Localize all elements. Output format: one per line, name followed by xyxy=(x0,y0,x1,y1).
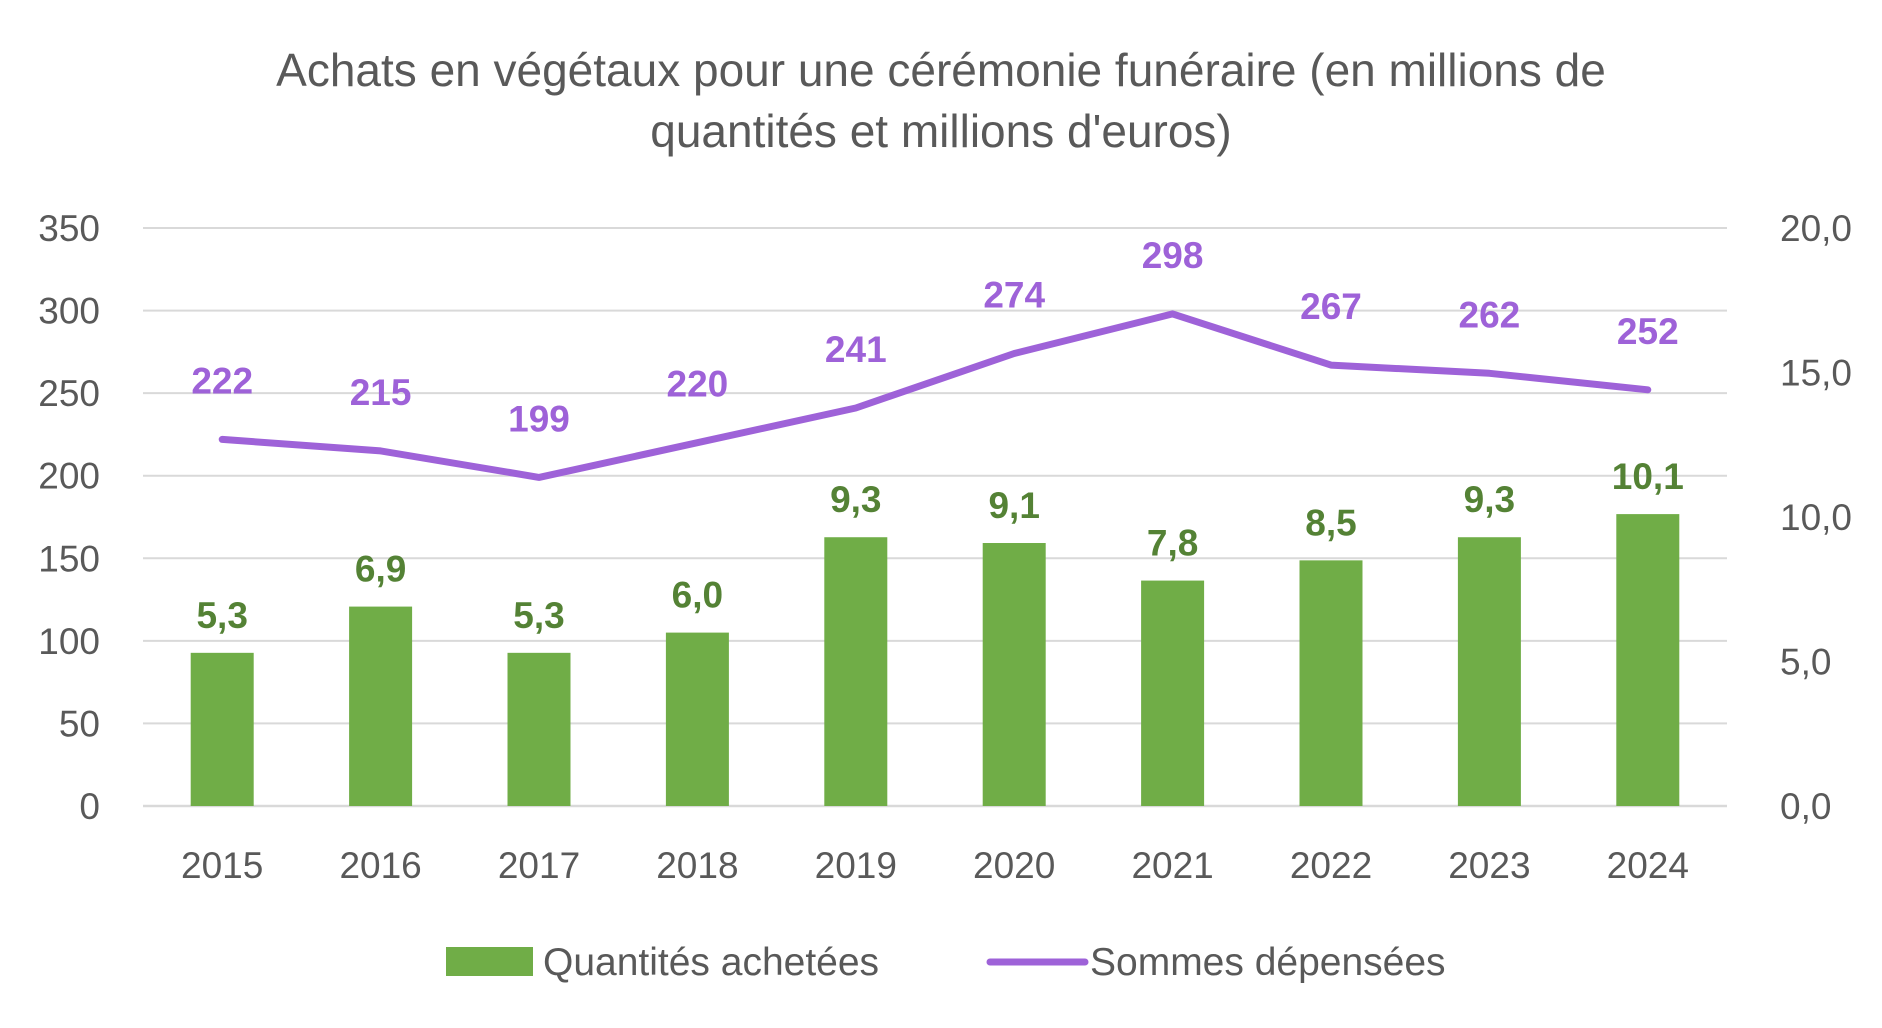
bar-label-2021: 7,8 xyxy=(1147,523,1198,564)
bar-2015 xyxy=(190,652,254,806)
bar-label-2017: 5,3 xyxy=(513,595,564,636)
y-left-tick-label: 350 xyxy=(38,208,100,249)
x-tick-label-2019: 2019 xyxy=(815,845,897,886)
x-tick-label-2021: 2021 xyxy=(1131,845,1213,886)
y-right-tick-label: 15,0 xyxy=(1780,353,1852,394)
line-label-2018: 220 xyxy=(667,364,729,405)
x-tick-label-2022: 2022 xyxy=(1290,845,1372,886)
bar-2021 xyxy=(1141,580,1205,806)
x-tick-label-2023: 2023 xyxy=(1448,845,1530,886)
line-label-2021: 298 xyxy=(1142,235,1204,276)
y-right-tick-label: 5,0 xyxy=(1780,642,1831,683)
bar-label-2015: 5,3 xyxy=(196,595,247,636)
legend-label-sommes: Sommes dépensées xyxy=(1090,941,1446,984)
data-labels: 5,3 6,9 5,3 6,0 9,3 9,1 7,8 8,5 9,3 10,1 222 215 199… xyxy=(191,235,1683,636)
chart-title: Achats en végétaux pour une cérémonie fu… xyxy=(276,44,1606,157)
bar-2023 xyxy=(1457,537,1521,806)
bar-2018 xyxy=(665,632,729,806)
axis-ticks: 0 50 100 150 200 250 300 350 0,0 5,0 10,0 15,0 20,0 2… xyxy=(38,208,1852,886)
legend: Quantités achetées Sommes dépensées xyxy=(446,941,1446,984)
bar-label-2019: 9,3 xyxy=(830,479,881,520)
bar-2020 xyxy=(982,543,1046,806)
line-label-2019: 241 xyxy=(825,329,887,370)
bar-2019 xyxy=(824,537,888,806)
line-label-2020: 274 xyxy=(983,275,1045,316)
line-sommes-depensees xyxy=(218,310,1652,481)
bar-label-2020: 9,1 xyxy=(988,485,1039,526)
line-label-2024: 252 xyxy=(1617,311,1679,352)
line-label-2017: 199 xyxy=(508,398,570,439)
bar-series xyxy=(190,514,1680,806)
x-tick-label-2015: 2015 xyxy=(181,845,263,886)
bar-label-2016: 6,9 xyxy=(355,549,406,590)
x-tick-label-2018: 2018 xyxy=(656,845,738,886)
chart-title-line-2: quantités et millions d'euros) xyxy=(650,105,1232,157)
y-left-tick-label: 200 xyxy=(38,456,100,497)
y-right-tick-label: 20,0 xyxy=(1780,208,1852,249)
chart-title-line-1: Achats en végétaux pour une cérémonie fu… xyxy=(276,44,1606,96)
x-tick-label-2017: 2017 xyxy=(498,845,580,886)
y-right-tick-label: 10,0 xyxy=(1780,497,1852,538)
bar-2016 xyxy=(349,606,413,806)
bar-2024 xyxy=(1616,514,1680,806)
bar-label-2023: 9,3 xyxy=(1464,479,1515,520)
y-left-tick-label: 300 xyxy=(38,291,100,332)
bar-label-2018: 6,0 xyxy=(672,575,723,616)
line-series xyxy=(218,310,1652,481)
x-tick-label-2024: 2024 xyxy=(1607,845,1689,886)
bar-2017 xyxy=(507,652,571,806)
x-tick-label-2016: 2016 xyxy=(339,845,421,886)
y-left-tick-label: 250 xyxy=(38,373,100,414)
y-left-tick-label: 0 xyxy=(79,786,100,827)
line-label-2016: 215 xyxy=(350,372,412,413)
legend-label-quantites: Quantités achetées xyxy=(543,941,879,984)
line-label-2015: 222 xyxy=(191,360,253,401)
bar-2022 xyxy=(1299,560,1363,806)
line-label-2022: 267 xyxy=(1300,286,1362,327)
bar-label-2024: 10,1 xyxy=(1612,456,1684,497)
bar-label-2022: 8,5 xyxy=(1305,502,1356,543)
y-left-tick-label: 100 xyxy=(38,621,100,662)
x-tick-label-2020: 2020 xyxy=(973,845,1055,886)
y-left-tick-label: 150 xyxy=(38,538,100,579)
y-right-tick-label: 0,0 xyxy=(1780,786,1831,827)
y-left-tick-label: 50 xyxy=(59,703,100,744)
legend-swatch-quantites xyxy=(446,947,533,976)
line-label-2023: 262 xyxy=(1459,294,1521,335)
